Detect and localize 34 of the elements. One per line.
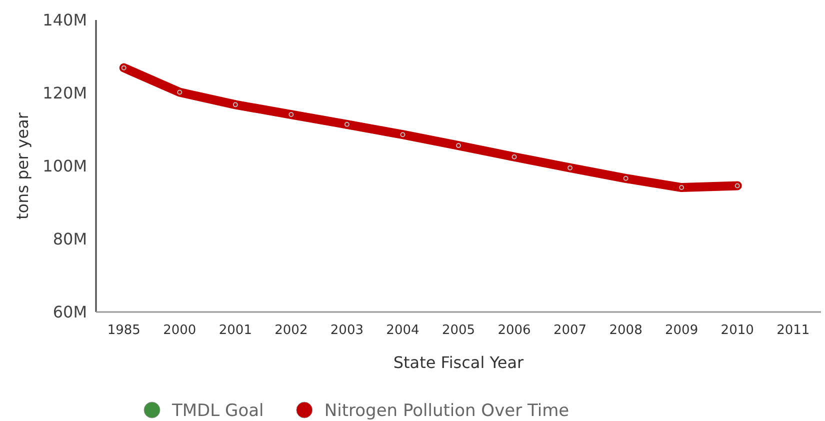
x-tick-label: 2002 (274, 323, 308, 338)
point (679, 185, 684, 190)
y-tick-label: 100M (42, 156, 87, 176)
x-tick-label: 2005 (442, 323, 476, 338)
point (288, 112, 294, 118)
y-axis-title: tons per year (13, 112, 32, 220)
x-tick-label: 2008 (609, 323, 642, 338)
legend-label: TMDL Goal (171, 401, 264, 421)
x-tick-label: 2006 (498, 323, 531, 338)
legend-label: Nitrogen Pollution Over Time (324, 401, 570, 421)
point (344, 122, 350, 127)
x-tick-label: 2011 (776, 323, 810, 338)
x-tick-label: 2003 (330, 323, 364, 338)
point (512, 154, 517, 160)
point (568, 165, 573, 170)
point (400, 132, 406, 138)
point (734, 183, 740, 188)
x-axis-title: State Fiscal Year (393, 353, 524, 372)
x-tick-label: 2004 (386, 323, 420, 338)
point (177, 90, 182, 95)
point (121, 65, 126, 70)
y-tick-label: 140M (42, 10, 87, 30)
x-tick-label: 2009 (665, 323, 698, 338)
point (456, 143, 461, 148)
x-tick-label: 2010 (720, 323, 754, 338)
y-tick-label: 120M (42, 84, 87, 103)
x-tick-label: 1985 (107, 323, 140, 338)
point (232, 102, 238, 108)
y-tick-label: 80M (52, 230, 87, 249)
x-tick-label: 2000 (163, 323, 196, 338)
y-tick-label: 60M (52, 302, 87, 322)
x-tick-label: 2001 (218, 323, 252, 338)
x-tick-label: 2007 (553, 323, 587, 338)
point (623, 176, 628, 181)
